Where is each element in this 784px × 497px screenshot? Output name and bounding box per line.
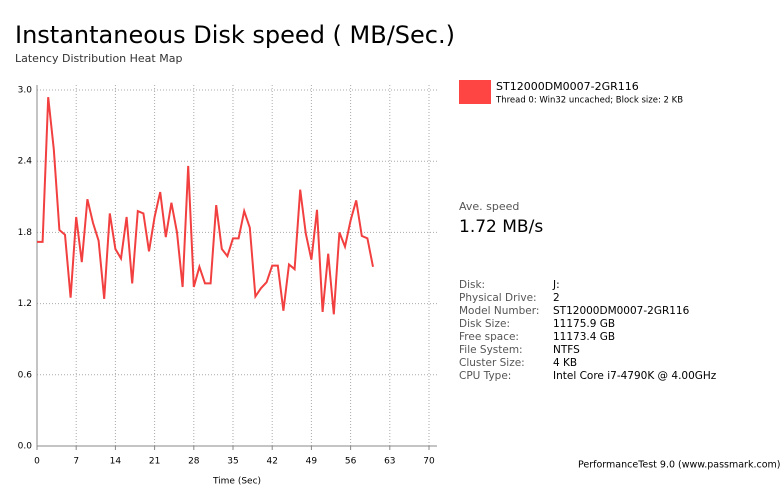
y-tick-label: 1.8 [18,228,33,238]
summary-value: 1.72 MB/s [459,217,543,237]
info-label: Model Number: [459,305,539,317]
x-axis-label: Time (Sec) [212,477,261,487]
info-label: Disk: [459,279,485,291]
legend-swatch [459,80,491,104]
footer: PerformanceTest 9.0 (www.passmark.com) [578,460,780,471]
chart-subtitle: Latency Distribution Heat Map [15,52,182,65]
y-tick-label: 2.4 [18,157,33,167]
data-line [37,97,374,315]
x-tick-label: 7 [73,457,79,467]
info-value: ST12000DM0007-2GR116 [553,305,690,317]
summary-label: Ave. speed [459,200,519,213]
x-tick-label: 35 [227,457,238,467]
legend-description: Thread 0: Win32 uncached; Block size: 2 … [495,96,683,106]
y-tick-label: 0.6 [18,370,33,380]
info-value: 4 KB [553,357,577,369]
info-label: Cluster Size: [459,357,525,369]
info-value: J: [552,279,560,291]
info-label: File System: [459,344,523,356]
x-tick-label: 63 [384,457,395,467]
x-tick-label: 21 [149,457,160,467]
info-label: Disk Size: [459,318,510,330]
x-tick-label: 42 [266,457,277,467]
info-label: Physical Drive: [459,292,537,304]
info-value: 11173.4 GB [553,331,615,343]
info-label: CPU Type: [459,370,511,382]
info-value: 2 [553,292,560,304]
legend-name: ST12000DM0007-2GR116 [496,80,639,93]
chart-title: Instantaneous Disk speed ( MB/Sec.) [15,21,455,49]
info-value: 11175.9 GB [553,318,615,330]
x-tick-label: 14 [110,457,122,467]
x-tick-label: 28 [188,457,200,467]
y-tick-label: 0.0 [18,442,33,452]
info-value: NTFS [553,344,580,356]
x-tick-label: 56 [345,457,357,467]
y-tick-label: 3.0 [18,86,33,96]
x-tick-label: 49 [306,457,318,467]
y-tick-label: 1.2 [18,299,32,309]
x-tick-label: 0 [34,457,40,467]
info-value: Intel Core i7-4790K @ 4.00GHz [553,370,717,382]
x-tick-label: 70 [423,457,435,467]
info-label: Free space: [459,331,519,343]
